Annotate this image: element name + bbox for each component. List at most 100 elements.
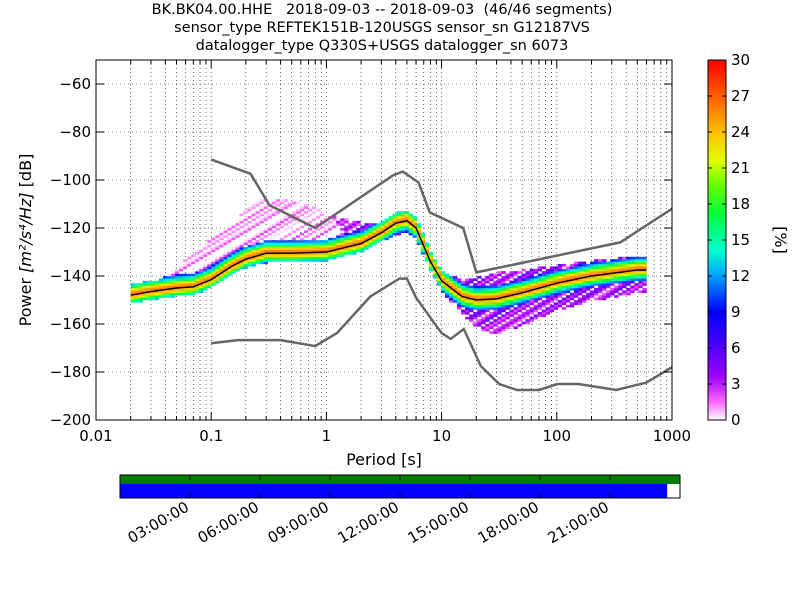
density-cell — [416, 237, 422, 241]
density-cell — [179, 283, 184, 286]
density-cell — [199, 247, 204, 250]
density-cell — [235, 223, 240, 226]
density-cell — [529, 297, 534, 301]
density-cell — [154, 290, 160, 293]
density-cell — [215, 235, 220, 238]
density-cell — [320, 259, 325, 262]
density-cell — [581, 273, 587, 277]
density-cell — [561, 283, 567, 286]
density-cell — [473, 290, 478, 293]
density-cell — [477, 290, 482, 293]
density-cell — [295, 259, 301, 262]
density-cell — [388, 216, 393, 219]
density-cell — [316, 232, 321, 236]
density-cell — [336, 244, 341, 248]
density-cell — [614, 290, 619, 293]
density-cell — [557, 273, 563, 277]
density-cell — [449, 300, 454, 303]
density-cell — [271, 201, 277, 205]
density-cell — [630, 285, 635, 289]
density-cell — [573, 302, 579, 305]
density-cell — [207, 264, 212, 267]
density-cell — [227, 259, 232, 262]
density-cell — [473, 292, 478, 296]
density-cell — [630, 288, 635, 291]
density-cell — [295, 235, 301, 238]
density-cell — [372, 232, 377, 236]
density-cell — [134, 297, 140, 301]
density-cell — [638, 261, 643, 265]
density-cell — [557, 285, 563, 289]
density-cell — [533, 278, 538, 281]
density-cell — [493, 276, 498, 279]
density-cell — [602, 268, 607, 272]
density-cell — [465, 307, 470, 310]
density-cell — [586, 278, 591, 281]
density-cell — [428, 254, 434, 257]
density-cell — [263, 218, 268, 221]
density-cell — [299, 237, 305, 241]
density-cell — [638, 285, 643, 289]
density-cell — [586, 285, 591, 289]
density-cell — [549, 297, 555, 301]
density-cell — [187, 266, 192, 269]
density-cell — [142, 292, 148, 296]
density-cell — [537, 295, 542, 298]
density-cell — [251, 235, 256, 238]
density-cell — [267, 228, 273, 231]
density-cell — [614, 266, 619, 269]
density-cell — [404, 225, 410, 229]
density-cell — [142, 283, 148, 286]
density-cell — [541, 283, 547, 286]
density-cell — [477, 300, 482, 303]
density-cell — [231, 225, 236, 229]
density-cell — [553, 297, 559, 301]
density-cell — [513, 297, 518, 301]
density-cell — [573, 271, 579, 274]
density-cell — [436, 273, 442, 277]
density-cell — [203, 247, 208, 250]
density-cell — [469, 288, 474, 291]
density-cell — [541, 273, 547, 277]
density-cell — [473, 316, 478, 320]
density-cell — [396, 230, 401, 233]
density-cell — [553, 307, 559, 310]
density-cell — [509, 280, 514, 284]
density-cell — [577, 276, 583, 279]
density-cell — [154, 285, 160, 289]
y-tick-label: −160 — [50, 315, 91, 333]
density-cell — [549, 266, 555, 269]
colorbar-tick-label: 18 — [731, 195, 750, 213]
density-cell — [630, 264, 635, 267]
density-cell — [267, 213, 273, 217]
density-cell — [449, 276, 454, 279]
density-cell — [316, 252, 321, 255]
density-cell — [295, 230, 301, 233]
density-cell — [279, 218, 285, 221]
density-cell — [223, 264, 228, 267]
density-cell — [594, 261, 599, 265]
density-cell — [175, 276, 180, 279]
density-cell — [247, 237, 252, 241]
density-cell — [368, 240, 373, 243]
density-cell — [461, 285, 466, 289]
density-cell — [404, 230, 410, 233]
density-cell — [271, 249, 277, 253]
density-cell — [279, 201, 285, 205]
density-cell — [170, 278, 176, 281]
density-cell — [384, 225, 389, 229]
density-cell — [271, 223, 277, 226]
density-cell — [424, 244, 430, 248]
density-cell — [396, 218, 401, 221]
density-cell — [243, 256, 248, 260]
density-cell — [271, 259, 277, 262]
density-cell — [549, 307, 555, 310]
density-cell — [303, 211, 309, 214]
density-cell — [336, 240, 341, 243]
density-cell — [392, 218, 397, 221]
density-cell — [299, 228, 305, 231]
density-cell — [529, 316, 534, 320]
density-cell — [541, 309, 547, 313]
density-cell — [211, 276, 216, 279]
density-cell — [473, 297, 478, 301]
